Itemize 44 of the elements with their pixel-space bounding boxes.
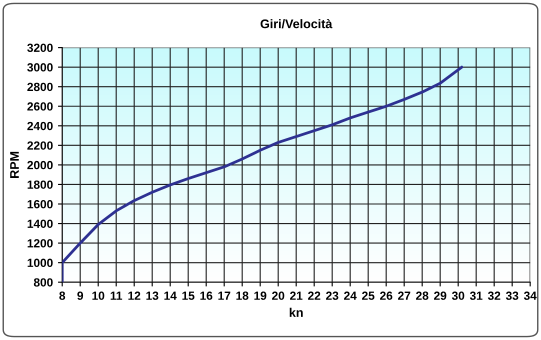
x-tick-label: 30	[452, 292, 464, 300]
x-tick-label: 11	[110, 292, 122, 300]
y-tick-label: 1400	[28, 220, 53, 228]
x-tick-label: 28	[416, 292, 428, 300]
chart-title: Giri/Velocità	[260, 18, 332, 28]
x-tick-label: 20	[272, 292, 284, 300]
y-tick-label: 3000	[27, 63, 53, 72]
y-tick-label: 2200	[27, 141, 53, 150]
x-tick-label: 24	[344, 292, 357, 300]
x-tick-label: 26	[380, 292, 392, 300]
y-tick-label: 3200	[27, 44, 53, 52]
y-tick-label: 2400	[27, 122, 53, 130]
y-tick-label: 1800	[28, 180, 53, 189]
y-tick-label: 2800	[27, 82, 53, 92]
x-tick-label: 19	[254, 292, 266, 300]
x-axis-title: kn	[290, 308, 303, 317]
x-tick-label: 21	[290, 292, 302, 300]
y-tick-label: 1000	[28, 258, 53, 268]
x-tick-label: 22	[308, 292, 320, 300]
x-tick-label: 16	[200, 292, 212, 300]
x-tick-label: 14	[164, 292, 177, 300]
line-series	[62, 66, 464, 282]
x-tick-label: 23	[326, 292, 338, 300]
y-tick-label: 1600	[28, 200, 53, 208]
x-tick-label: 27	[398, 292, 410, 300]
y-tick-label: 2000	[27, 160, 53, 170]
x-tick-label: 10	[92, 292, 104, 300]
x-tick-label: 33	[506, 292, 518, 300]
x-tick-label: 29	[434, 292, 446, 300]
y-axis-title: RPM	[10, 152, 19, 178]
x-tick-label: 9	[77, 292, 84, 300]
x-tick-label: 13	[146, 292, 158, 300]
y-tick-label: 800	[34, 278, 53, 287]
x-tick-label: 31	[470, 292, 482, 300]
y-tick-label: 2600	[27, 102, 53, 111]
x-tick-label: 8	[59, 292, 66, 300]
x-tick-label: 25	[362, 292, 374, 300]
x-tick-label: 32	[488, 292, 500, 300]
x-tick-label: 18	[236, 292, 248, 300]
x-tick-label: 17	[218, 292, 230, 300]
x-tick-label: 12	[128, 292, 140, 300]
y-tick-label: 1200	[28, 239, 53, 248]
x-tick-label: 34	[524, 292, 537, 300]
x-tick-label: 15	[182, 292, 194, 300]
